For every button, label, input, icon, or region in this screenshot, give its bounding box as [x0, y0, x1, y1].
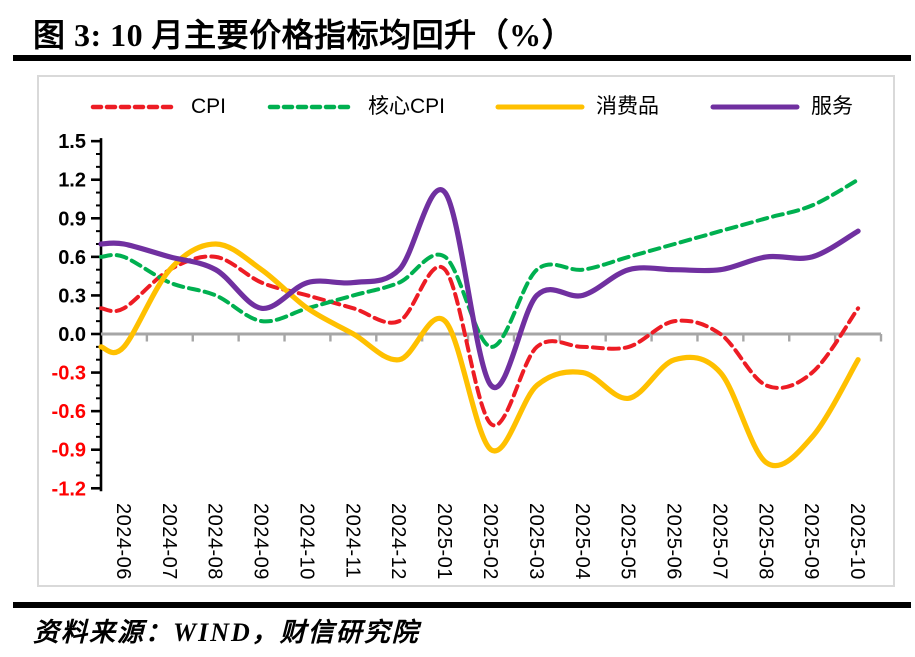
core-cpi-line-swatch — [267, 104, 357, 110]
x-axis: 2024-06 2024-07 2024-08 2024-09 2024-10 2024-… — [101, 332, 883, 580]
y-tick-label: 0.6 — [58, 247, 86, 269]
x-tick-label: 2025-07 — [708, 503, 730, 580]
figure-title: 图 3: 10 月主要价格指标均回升（%） — [33, 17, 575, 53]
series-line-消费品 — [98, 241, 861, 469]
legend-label-consumer-goods: 消费品 — [596, 95, 659, 118]
title-divider — [13, 55, 911, 61]
x-tick-label: 2024-08 — [204, 503, 226, 580]
y-tick-label: -0.9 — [52, 440, 86, 462]
x-tick-label: 2025-10 — [846, 503, 868, 580]
y-tick-label: 1.2 — [58, 170, 86, 192]
x-tick-label: 2025-05 — [617, 503, 639, 580]
legend-label-cpi: CPI — [191, 95, 227, 118]
x-tick-label: 2024-10 — [296, 503, 318, 580]
chart-divider — [13, 602, 911, 608]
y-tick-label: -0.3 — [52, 363, 86, 385]
services-line-swatch — [710, 104, 800, 110]
y-tick-label: -1.2 — [52, 478, 86, 500]
chart-legend: CPI 核心CPI 消费品 服务 — [0, 94, 915, 120]
x-tick-label: 2024-11 — [341, 503, 363, 578]
legend-item-core-cpi: 核心CPI — [266, 94, 445, 120]
y-tick-label: 0.9 — [58, 208, 86, 230]
legend-item-consumer-goods: 消费品 — [494, 94, 659, 120]
source-note: 资料来源：WIND，财信研究院 — [33, 618, 420, 647]
x-tick-label: 2024-12 — [387, 503, 409, 580]
x-tick-label: 2025-02 — [479, 503, 501, 580]
legend-item-cpi: CPI — [89, 94, 226, 120]
y-axis: -1.2 -0.9 -0.6 -0.3 0.0 0.3 0.6 0.9 1.2 1.5 — [52, 131, 103, 500]
cpi-line-swatch — [90, 104, 180, 110]
x-tick-label: 2025-08 — [754, 503, 776, 580]
x-tick-label: 2025-09 — [800, 503, 822, 580]
y-tick-label: 0.0 — [58, 324, 86, 346]
y-tick-label: 0.3 — [58, 285, 86, 307]
x-tick-label: 2025-01 — [433, 503, 455, 580]
y-tick-label: 1.5 — [58, 131, 86, 153]
x-tick-label: 2024-09 — [250, 503, 272, 580]
series-line-服务 — [98, 187, 861, 391]
consumer-goods-line-swatch — [495, 104, 585, 110]
x-tick-label: 2025-06 — [663, 503, 685, 580]
series-lines — [98, 177, 861, 469]
x-tick-label: 2024-06 — [112, 503, 134, 580]
legend-label-core-cpi: 核心CPI — [368, 95, 446, 118]
x-tick-label: 2025-03 — [525, 503, 547, 580]
legend-item-services: 服务 — [709, 94, 853, 120]
series-line-CPI — [99, 254, 861, 428]
legend-label-services: 服务 — [811, 95, 853, 118]
x-tick-label: 2025-04 — [571, 503, 593, 580]
x-tick-label: 2024-07 — [158, 503, 180, 580]
y-tick-label: -0.6 — [52, 401, 86, 423]
